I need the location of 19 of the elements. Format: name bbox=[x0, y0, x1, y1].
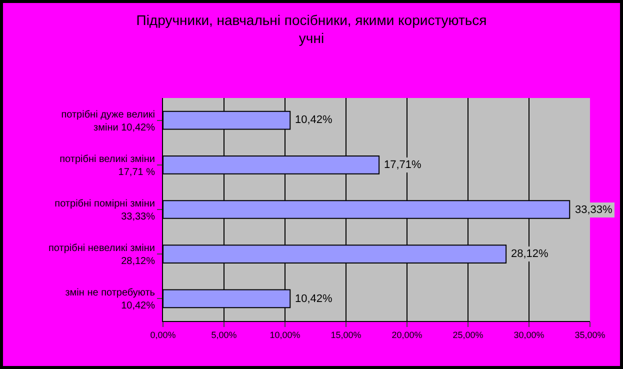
x-tick-label: 35,00% bbox=[574, 330, 606, 340]
x-tick-label: 25,00% bbox=[452, 330, 484, 340]
x-tick-label: 0,00% bbox=[150, 330, 176, 340]
data-label: 33,33% bbox=[575, 204, 613, 216]
x-tick-label: 10,00% bbox=[270, 330, 300, 340]
chart-title: Підручники, навчальні посібники, якими користуються учні bbox=[136, 12, 487, 46]
x-tick-label: 5,00% bbox=[211, 330, 237, 340]
y-tick-label: потрібні дуже великі зміни 10,42% bbox=[61, 109, 156, 134]
x-tick-label: 20,00% bbox=[392, 330, 422, 340]
data-label: 28,12% bbox=[511, 248, 549, 260]
data-label: 17,71% bbox=[384, 159, 422, 171]
y-tick-label: потрібні помірні зміни 33,33% bbox=[54, 198, 156, 222]
y-tick-label: змін не потребують 10,42% bbox=[65, 288, 156, 312]
y-tick-label: потрібні невеликі зміни 28,12% bbox=[48, 243, 156, 268]
x-tick-label: 30,00% bbox=[514, 330, 544, 340]
y-tick-label: потрібні великі зміни 17,71 % bbox=[60, 154, 156, 178]
x-tick-label: 15,00% bbox=[330, 330, 362, 340]
data-label: 10,42% bbox=[295, 114, 333, 126]
data-label: 10,42% bbox=[295, 293, 333, 305]
